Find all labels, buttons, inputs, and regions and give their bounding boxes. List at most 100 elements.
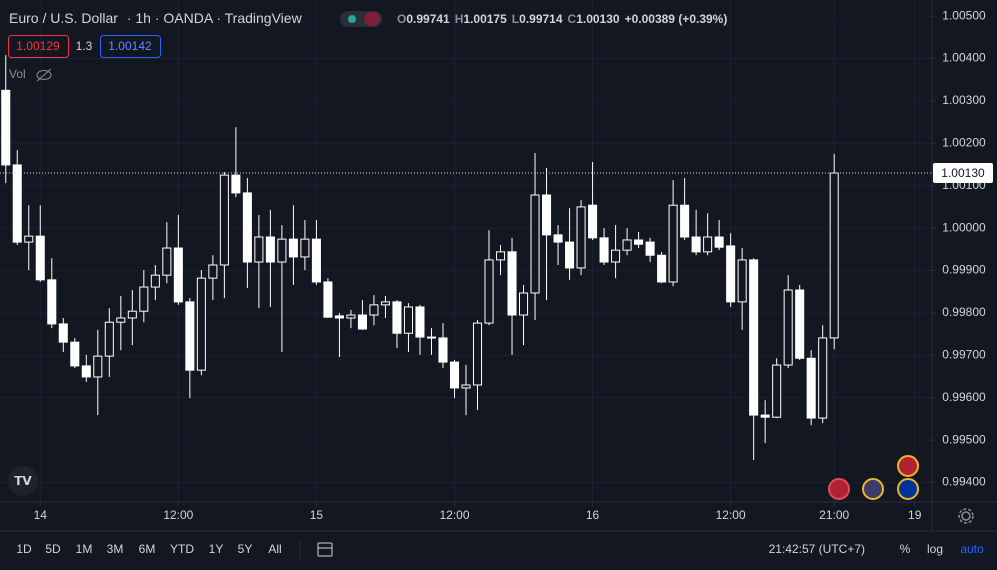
range-buttons: 1D 5D 1M 3M 6M YTD 1Y 5Y All <box>16 542 281 556</box>
y-tick-label: 0.99900 <box>942 263 986 277</box>
event-icons[interactable] <box>828 455 919 500</box>
range-button[interactable]: YTD <box>170 542 194 556</box>
y-tick-label: 1.00000 <box>942 220 986 234</box>
candle-body <box>507 251 517 316</box>
candle-body <box>116 317 126 323</box>
auto-toggle[interactable]: auto <box>960 542 984 556</box>
x-tick-label: 12:00 <box>439 508 469 522</box>
candle-body <box>231 174 241 194</box>
candle-body <box>1 89 11 166</box>
candle-body <box>714 236 724 248</box>
candle-body <box>300 238 310 258</box>
y-tick-label: 0.99800 <box>942 305 986 319</box>
settings-icon[interactable] <box>958 508 974 524</box>
candle-body <box>323 281 333 318</box>
candle-body <box>472 322 483 386</box>
range-button[interactable]: 1Y <box>209 542 224 556</box>
close-label: C <box>568 12 577 26</box>
candle-body <box>760 414 770 418</box>
range-button[interactable]: 5Y <box>238 542 253 556</box>
candle-body <box>829 172 839 339</box>
candle-body <box>185 301 195 371</box>
range-button[interactable]: 1M <box>76 542 93 556</box>
interval: 1h <box>135 10 151 26</box>
candle-body <box>519 292 529 316</box>
candle-body <box>495 251 506 261</box>
candle-body <box>749 259 759 416</box>
candle-body <box>369 304 379 316</box>
candle-body <box>311 238 321 283</box>
sell-price[interactable]: 1.00129 <box>16 39 60 53</box>
candle-body <box>449 361 460 389</box>
candle-body <box>645 241 655 256</box>
candle-body <box>392 301 402 334</box>
status-icon <box>364 12 380 26</box>
range-button[interactable]: 3M <box>107 542 124 556</box>
candle-body <box>81 365 91 378</box>
x-tick-label: 19 <box>908 508 922 522</box>
change: +0.00389 (+0.39%) <box>625 12 728 26</box>
candle-body <box>127 310 137 319</box>
range-button[interactable]: 6M <box>139 542 156 556</box>
range-button[interactable]: 1D <box>16 542 32 556</box>
candle-body <box>530 194 540 294</box>
candle-body <box>415 306 425 338</box>
y-tick-label: 1.00400 <box>942 51 986 65</box>
low-label: L <box>512 12 519 26</box>
x-tick-label: 16 <box>586 508 600 522</box>
hide-icon[interactable] <box>36 68 52 82</box>
candle-body <box>334 315 344 319</box>
x-tick-label: 12:00 <box>716 508 746 522</box>
candle-body <box>24 235 34 243</box>
last-price-box <box>933 162 993 183</box>
candle-body <box>346 314 356 319</box>
candle-body <box>737 259 747 303</box>
logo[interactable] <box>8 466 38 496</box>
candle-body <box>576 206 586 269</box>
close-value: 1.00130 <box>576 12 620 26</box>
last-price-label: 1.00130 <box>941 166 985 180</box>
candle-body <box>242 192 252 263</box>
sell-button[interactable] <box>8 35 69 58</box>
candle-body <box>139 286 149 312</box>
x-tick-label: 15 <box>310 508 324 522</box>
y-tick-label: 1.00300 <box>942 93 986 107</box>
candle-body <box>806 357 816 419</box>
y-tick-label: 1.00500 <box>942 8 986 22</box>
high-label: H <box>455 12 464 26</box>
candle-body <box>484 259 494 324</box>
y-tick-label: 0.99400 <box>942 475 986 489</box>
candle-body <box>553 234 563 243</box>
candle-body <box>599 237 609 263</box>
log-toggle[interactable]: log <box>927 542 943 556</box>
source: TradingView <box>225 10 303 26</box>
candle-body <box>703 236 713 253</box>
candle-body <box>438 337 448 363</box>
candle-body <box>680 204 690 238</box>
date-range-icon[interactable] <box>317 542 333 557</box>
x-tick-label: 12:00 <box>163 508 193 522</box>
candle-body <box>795 289 805 359</box>
buy-button[interactable] <box>100 35 161 58</box>
y-tick-label: 0.99600 <box>942 390 986 404</box>
candle-body <box>565 241 575 269</box>
ohlc-legend: O0.99741 H1.00175 L0.99714 C1.00130 +0.00389… <box>397 12 727 26</box>
candle-body <box>611 249 621 263</box>
percent-toggle[interactable]: % <box>900 542 911 556</box>
candle-body <box>426 336 437 339</box>
candle-body <box>12 164 22 243</box>
status-dot <box>348 15 356 23</box>
buy-price[interactable]: 1.00142 <box>108 39 152 53</box>
candle-body <box>691 236 701 253</box>
candle-body <box>622 239 632 251</box>
exchange: OANDA <box>163 10 213 26</box>
candle-body <box>818 337 828 419</box>
candle-body <box>357 314 367 330</box>
candle-body <box>726 245 736 303</box>
range-button[interactable]: All <box>268 542 281 556</box>
range-button[interactable]: 5D <box>45 542 61 556</box>
candle-body <box>93 355 103 378</box>
candle-body <box>772 364 782 418</box>
y-tick-label: 0.99700 <box>942 347 986 361</box>
